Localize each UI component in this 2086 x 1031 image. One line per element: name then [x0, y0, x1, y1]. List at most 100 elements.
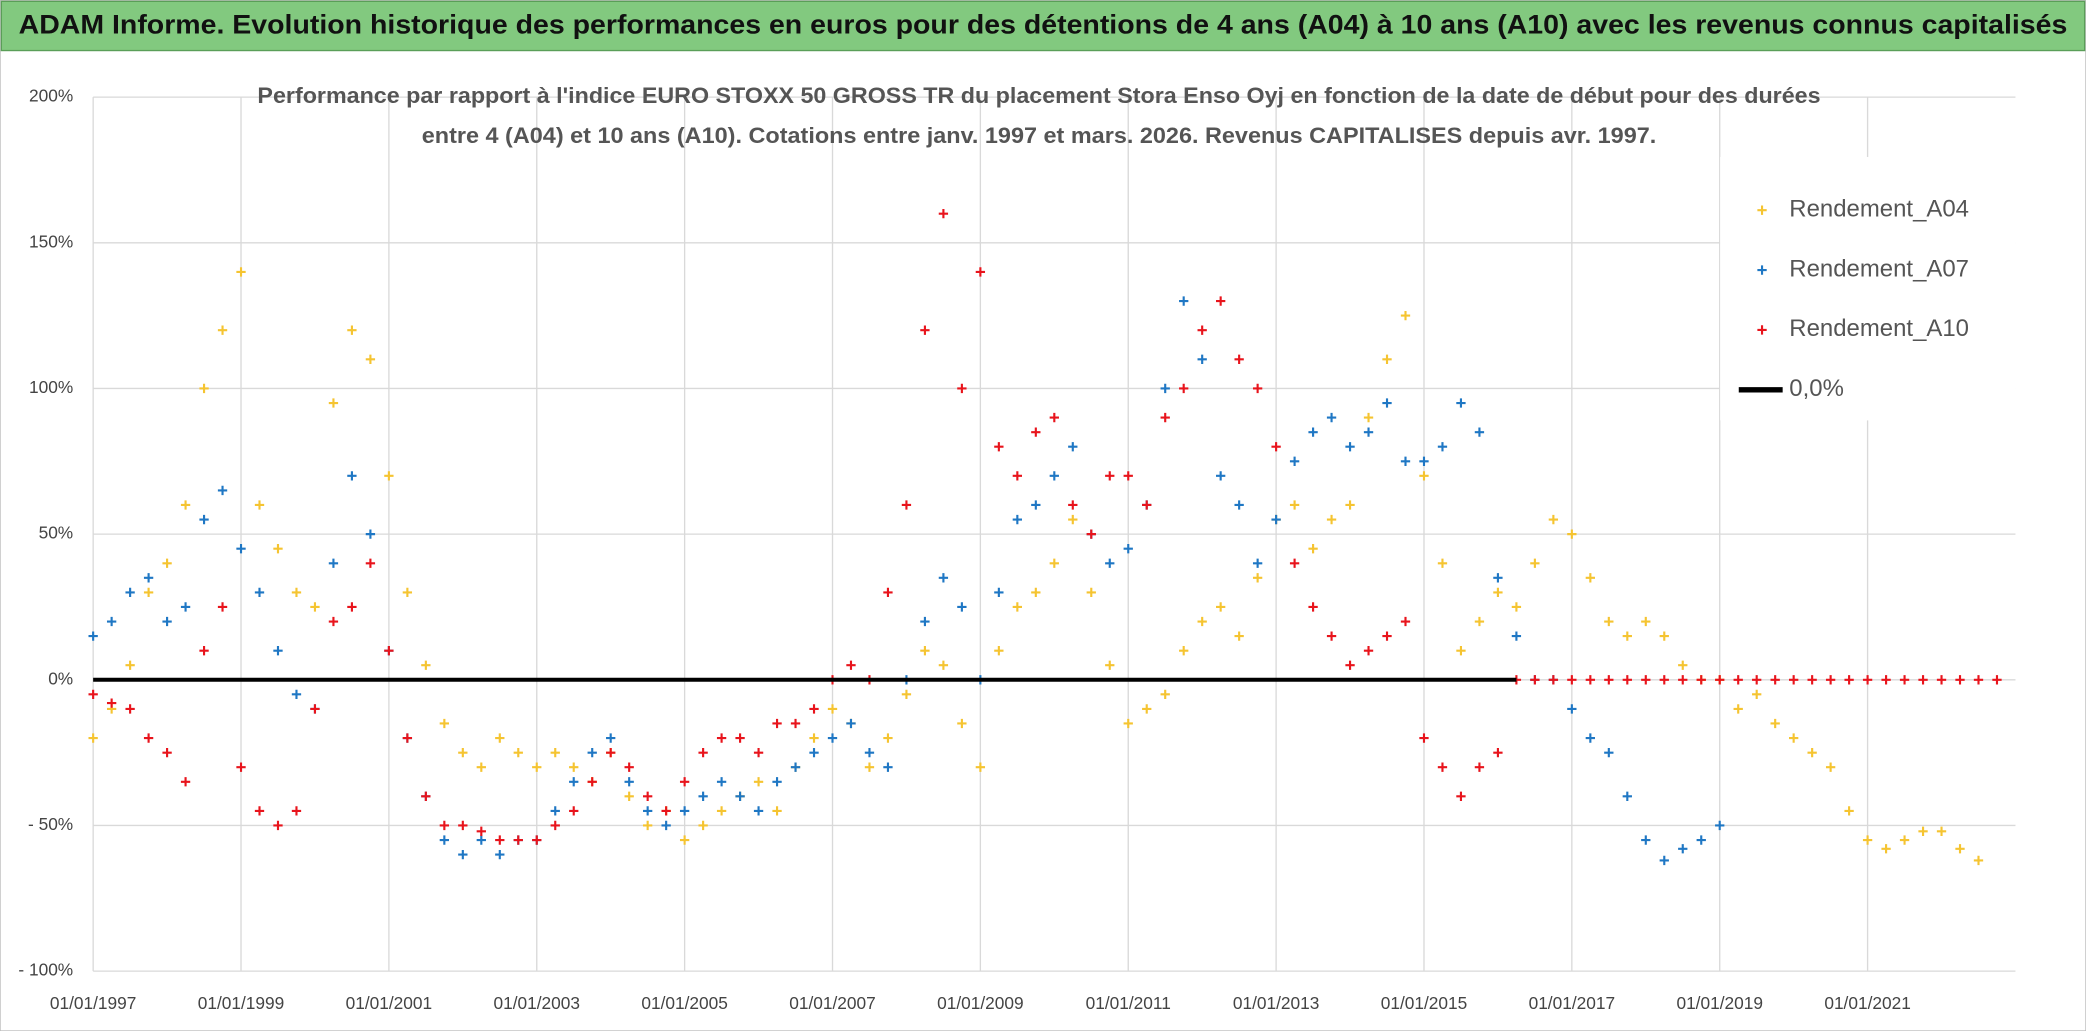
data-point — [328, 398, 339, 408]
data-point — [772, 718, 782, 729]
data-point — [532, 835, 542, 845]
data-point — [1308, 427, 1318, 437]
data-point — [236, 762, 246, 772]
data-point — [864, 747, 875, 758]
data-point — [716, 806, 727, 816]
data-point — [1326, 631, 1337, 641]
data-point — [1031, 427, 1041, 437]
data-point — [1160, 412, 1170, 423]
data-point — [421, 791, 431, 801]
data-point — [1419, 471, 1429, 481]
data-point — [1382, 398, 1392, 408]
data-point — [587, 747, 597, 758]
data-point — [1031, 587, 1041, 598]
data-point — [679, 777, 690, 787]
y-tick-label: 0% — [48, 668, 73, 688]
data-point — [1825, 675, 1836, 685]
data-point — [753, 806, 764, 816]
x-tick-label: 01/01/1997 — [50, 993, 136, 1013]
data-point — [476, 826, 486, 836]
legend-label: Rendement_A10 — [1789, 315, 1969, 342]
data-point — [1733, 675, 1743, 685]
data-point — [439, 820, 449, 831]
data-point — [1955, 675, 1965, 685]
legend-swatch — [1757, 265, 1767, 275]
data-point — [347, 471, 357, 481]
y-tick-label: - 100% — [18, 960, 73, 980]
data-point — [106, 698, 117, 708]
data-point — [864, 762, 875, 772]
data-point — [1179, 646, 1189, 656]
data-point — [1289, 558, 1300, 568]
data-point — [513, 835, 523, 845]
data-point — [1696, 835, 1706, 845]
data-point — [587, 777, 597, 787]
data-point — [809, 704, 819, 714]
data-point — [180, 777, 191, 787]
data-point — [1400, 616, 1411, 627]
data-point — [384, 471, 394, 481]
data-point — [1142, 704, 1152, 714]
data-point — [1604, 675, 1614, 685]
data-point — [217, 485, 228, 496]
data-point — [827, 704, 838, 714]
data-point — [1345, 500, 1355, 510]
data-point — [365, 354, 376, 364]
data-point — [827, 733, 838, 743]
x-tick-label: 01/01/2009 — [937, 993, 1024, 1013]
data-point — [735, 733, 745, 743]
data-point — [88, 689, 98, 700]
data-point — [125, 587, 135, 598]
data-point — [809, 747, 819, 758]
x-tick-label: 01/01/2017 — [1529, 993, 1616, 1013]
data-point — [1197, 616, 1207, 627]
y-tick-label: 100% — [29, 377, 73, 397]
chart-title: Performance par rapport à l'indice EURO … — [257, 83, 1820, 108]
data-point — [1419, 733, 1429, 743]
data-point — [402, 733, 413, 743]
data-point — [1973, 675, 1984, 685]
data-point — [716, 733, 727, 743]
data-point — [254, 587, 265, 598]
data-point — [1530, 558, 1540, 568]
data-point — [1234, 500, 1244, 510]
data-point — [790, 718, 801, 729]
data-point — [1308, 544, 1318, 554]
data-point — [1567, 675, 1577, 685]
data-point — [1160, 689, 1170, 700]
data-point — [920, 325, 930, 335]
data-point — [1363, 646, 1374, 656]
data-point — [1382, 354, 1392, 364]
data-point — [1659, 855, 1669, 866]
x-tick-label: 01/01/2021 — [1824, 993, 1911, 1013]
data-point — [1881, 675, 1891, 685]
data-point — [883, 587, 893, 598]
data-point — [1955, 844, 1965, 854]
data-point — [273, 820, 283, 831]
data-point — [1585, 573, 1595, 583]
data-point — [1437, 442, 1448, 452]
data-point — [421, 660, 431, 670]
data-point — [347, 602, 357, 612]
data-point — [1622, 791, 1632, 801]
data-point — [1197, 354, 1207, 364]
x-tick-label: 01/01/2007 — [789, 993, 876, 1013]
data-point — [1918, 826, 1928, 836]
data-point — [328, 558, 339, 568]
data-point — [1289, 456, 1300, 466]
data-point — [938, 573, 949, 583]
data-point — [1493, 587, 1503, 598]
data-point — [1012, 514, 1022, 525]
data-point — [1105, 471, 1115, 481]
data-point — [1234, 354, 1244, 364]
data-point — [753, 777, 764, 787]
y-tick-label: - 50% — [28, 814, 73, 834]
data-point — [125, 704, 135, 714]
data-point — [143, 573, 154, 583]
data-point — [291, 689, 302, 700]
data-point — [1807, 747, 1817, 758]
legend-swatch — [1757, 325, 1767, 335]
x-tick-label: 01/01/2001 — [346, 993, 433, 1013]
data-point — [1012, 471, 1022, 481]
